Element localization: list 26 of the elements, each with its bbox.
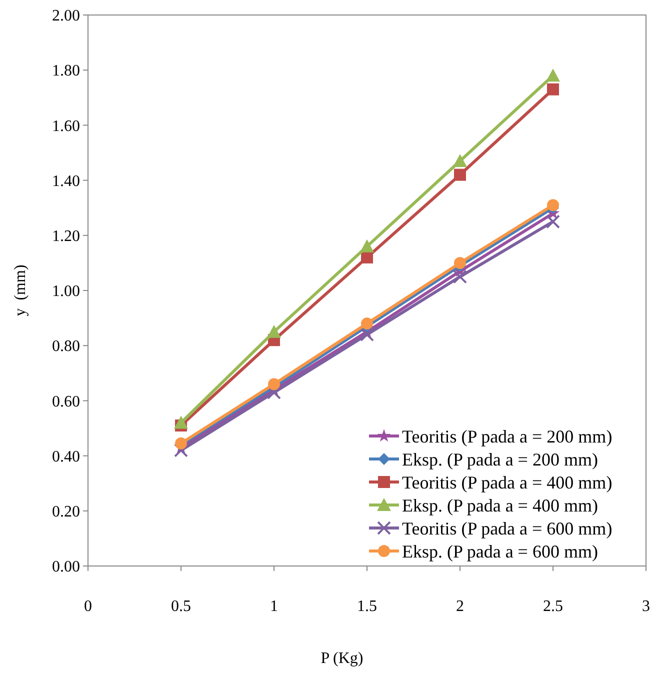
y-tick-label: 0.20 bbox=[52, 504, 80, 520]
y-tick-label: 1.60 bbox=[52, 118, 80, 135]
x-tick-label: 0 bbox=[84, 598, 92, 615]
y-tick-label: 0.00 bbox=[52, 558, 80, 576]
y-tick-label: 1.40 bbox=[52, 172, 80, 190]
x-axis-title: P (Kg) bbox=[320, 650, 364, 667]
y-tick-label: 0.80 bbox=[52, 338, 80, 356]
y-tick-label: 1.20 bbox=[52, 228, 80, 245]
x-tick-label: 1 bbox=[270, 598, 278, 615]
legend-label: Teoritis (P pada a = 200 mm) bbox=[402, 426, 612, 446]
legend-label: Eksp. (P pada a = 200 mm) bbox=[402, 449, 598, 470]
x-tick-label: 2 bbox=[456, 598, 464, 615]
y-tick-label: 1.00 bbox=[52, 283, 80, 300]
x-tick-label: 1.5 bbox=[357, 598, 377, 615]
y-tick-label: 0.40 bbox=[52, 448, 80, 466]
x-tick-label: 2.5 bbox=[543, 598, 563, 615]
legend-label: Eksp. (P pada a = 400 mm) bbox=[402, 495, 598, 516]
legend-label: Teoritis (P pada a = 400 mm) bbox=[402, 472, 612, 492]
y-tick-label: 1.80 bbox=[52, 62, 80, 80]
x-tick-label: 0.5 bbox=[171, 598, 191, 615]
x-tick-label: 3 bbox=[642, 598, 650, 615]
y-axis-title: y (mm) bbox=[12, 264, 29, 316]
y-tick-label: 0.60 bbox=[52, 393, 80, 410]
legend-label: Eksp. (P pada a = 600 mm) bbox=[402, 541, 598, 562]
y-tick-label: 2.00 bbox=[52, 8, 80, 25]
legend-label: Teoritis (P pada a = 600 mm) bbox=[402, 518, 612, 538]
